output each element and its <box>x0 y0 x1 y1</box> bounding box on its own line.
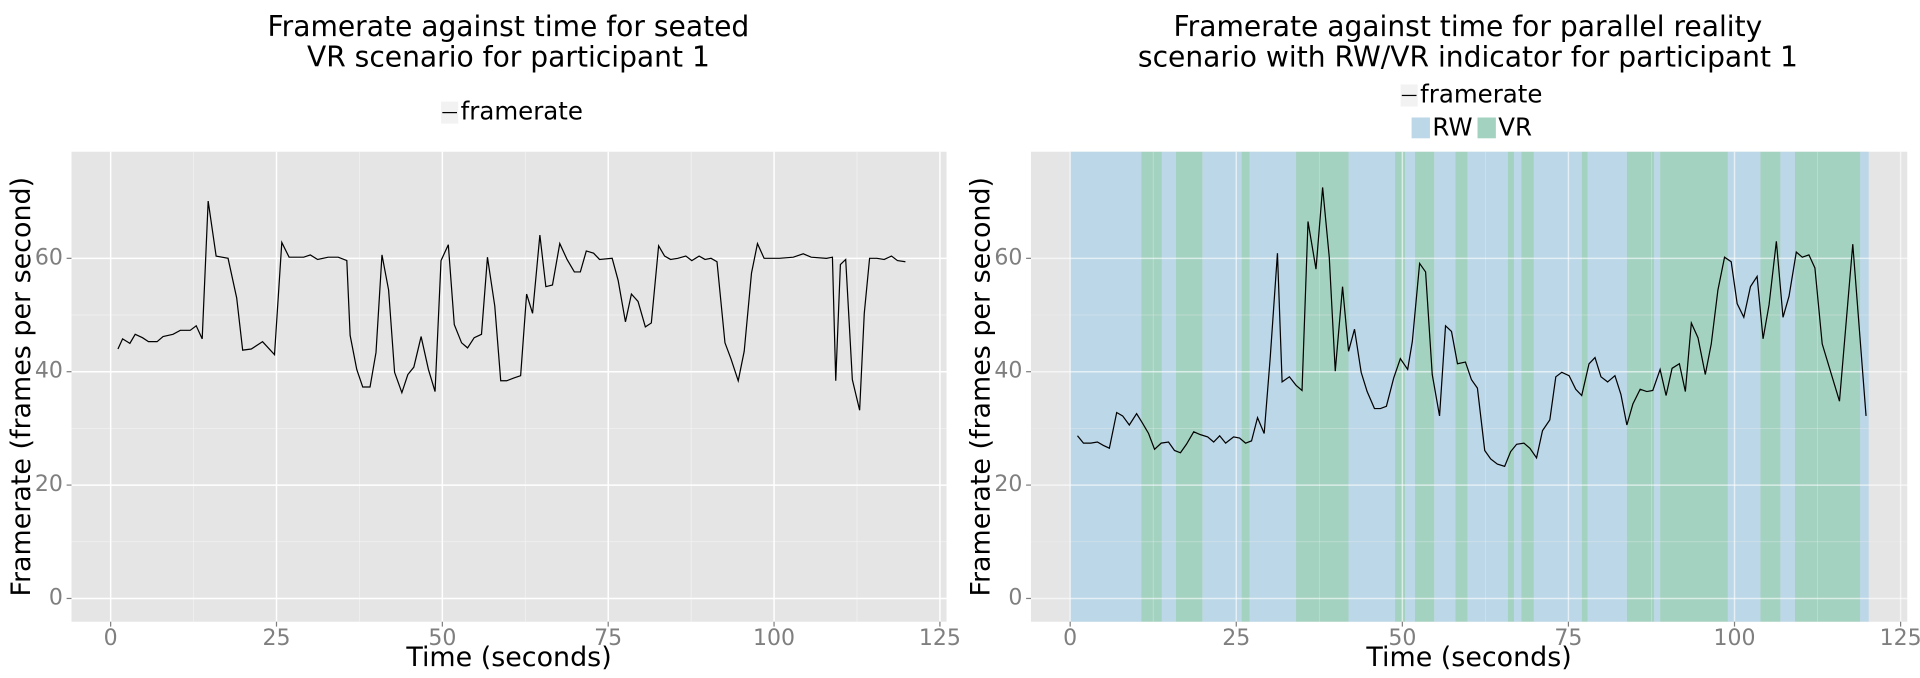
y-tick-label: 20 <box>994 472 1022 497</box>
y-tick-label: 0 <box>1008 585 1022 610</box>
region-band <box>1654 151 1661 622</box>
plot-background <box>71 151 947 622</box>
region-band <box>1348 151 1396 622</box>
region-band <box>1507 151 1514 622</box>
region-band <box>1414 151 1435 622</box>
region-band <box>1296 151 1349 622</box>
chart-title: VR scenario for participant 1 <box>307 41 710 74</box>
x-tick-label: 25 <box>262 626 290 651</box>
region-band <box>1395 151 1406 622</box>
region-band <box>1175 151 1203 622</box>
chart-title: Framerate against time for parallel real… <box>1174 10 1763 43</box>
chart-title: scenario with RW/VR indicator for partic… <box>1138 41 1798 74</box>
x-tick-label: 25 <box>1222 626 1250 651</box>
y-axis-title: Framerate (frames per second) <box>966 177 997 597</box>
y-axis-title: Framerate (frames per second) <box>6 177 37 597</box>
region-band <box>1660 151 1728 622</box>
region-band <box>1434 151 1456 622</box>
region-band <box>1794 151 1861 622</box>
region-band <box>1249 151 1297 622</box>
y-tick-label: 20 <box>35 472 63 497</box>
y-tick-label: 40 <box>994 359 1022 384</box>
x-tick-label: 75 <box>594 626 622 651</box>
legend-label: VR <box>1498 113 1532 142</box>
x-tick-label: 0 <box>1063 626 1077 651</box>
region-band <box>1455 151 1468 622</box>
y-tick-label: 60 <box>35 245 63 270</box>
region-band <box>1533 151 1582 622</box>
chart-title: Framerate against time for seated <box>268 10 750 43</box>
x-axis-title: Time (seconds) <box>1365 642 1571 673</box>
region-band <box>1241 151 1250 622</box>
series-line <box>1077 187 1867 468</box>
region-band <box>1521 151 1534 622</box>
legend-key <box>1477 117 1496 139</box>
y-tick-label: 60 <box>994 245 1022 270</box>
x-tick-label: 50 <box>1388 626 1416 651</box>
region-band <box>1467 151 1508 622</box>
region-band <box>1626 151 1655 622</box>
y-tick-label: 40 <box>35 359 63 384</box>
region-band <box>1161 151 1176 622</box>
x-tick-label: 50 <box>428 626 456 651</box>
legend-label: framerate <box>1420 79 1542 108</box>
x-tick-label: 75 <box>1554 626 1582 651</box>
legend-key <box>1411 117 1430 139</box>
region-band <box>1581 151 1588 622</box>
region-band <box>1760 151 1781 622</box>
region-band <box>1727 151 1761 622</box>
region-band <box>1202 151 1242 622</box>
x-tick-label: 125 <box>919 626 961 651</box>
x-tick-label: 100 <box>1713 626 1755 651</box>
legend-label: RW <box>1432 113 1472 142</box>
x-tick-label: 0 <box>104 626 118 651</box>
region-band <box>1780 151 1795 622</box>
region-band <box>1070 151 1142 622</box>
series-line <box>117 200 906 411</box>
region-band <box>1141 151 1162 622</box>
region-band <box>1513 151 1522 622</box>
x-tick-label: 100 <box>753 626 795 651</box>
x-tick-label: 125 <box>1880 626 1920 651</box>
region-band <box>1405 151 1415 622</box>
x-axis-title: Time (seconds) <box>405 642 611 673</box>
y-tick-label: 0 <box>49 585 63 610</box>
legend-label: framerate <box>461 97 583 126</box>
region-band <box>1587 151 1627 622</box>
